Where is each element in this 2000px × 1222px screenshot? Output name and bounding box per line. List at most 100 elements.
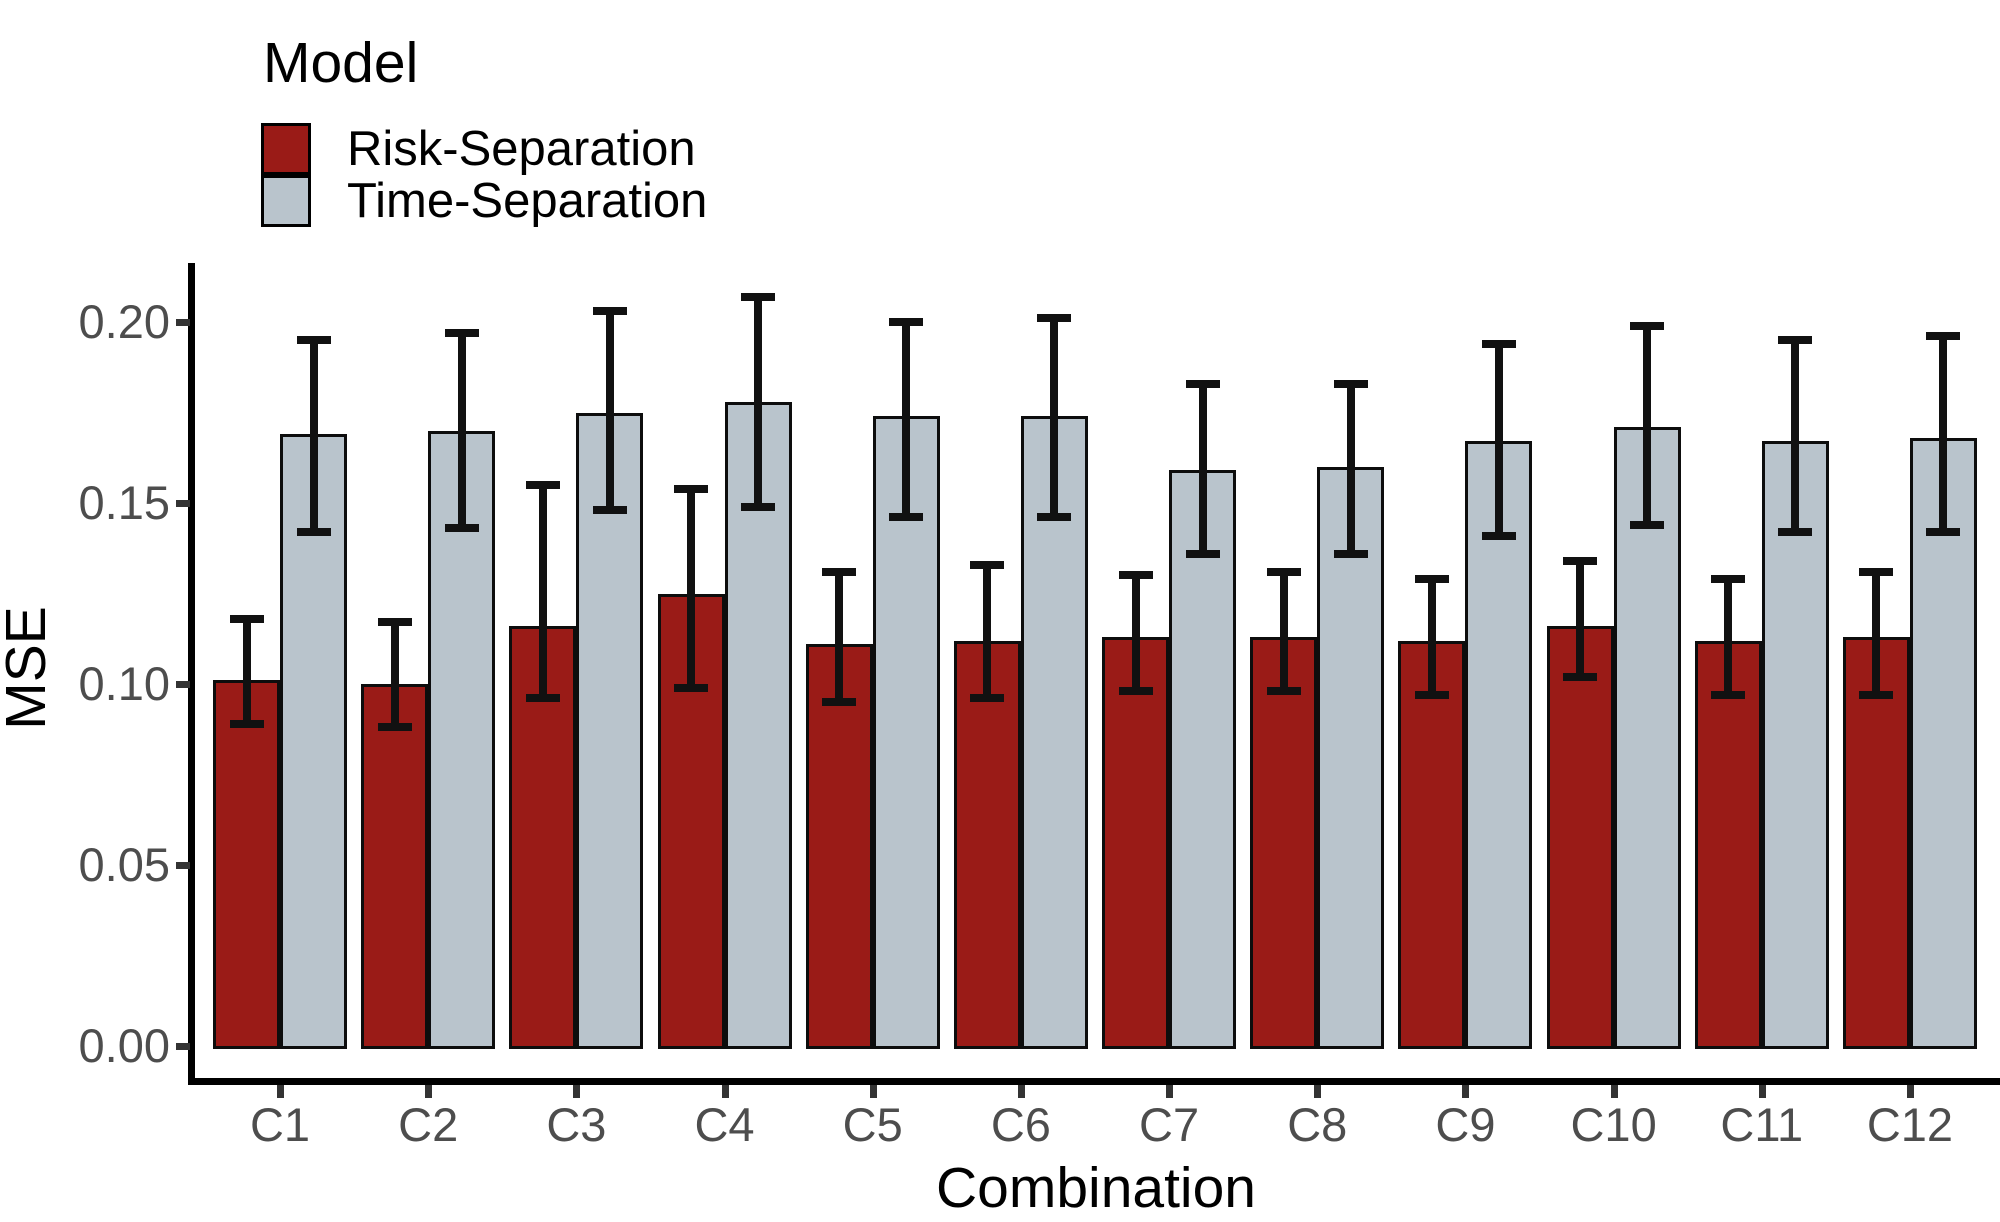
error-bar-cap-lower-risk-separation-c12 [1859,690,1894,699]
bar-risk-separation-c11 [1694,640,1762,1049]
error-bar-cap-upper-risk-separation-c10 [1563,556,1598,565]
error-bar-cap-upper-time-separation-c5 [889,318,924,326]
bar-time-separation-c1 [280,434,347,1049]
bar-risk-separation-c6 [953,640,1021,1049]
bar-risk-separation-c12 [1842,636,1910,1049]
bar-time-separation-c10 [1613,426,1681,1049]
legend-swatch-time-separation [261,175,311,227]
error-bar-cap-upper-risk-separation-c3 [525,480,560,489]
y-tick-label: 0.05 [78,838,170,891]
error-bar-cap-upper-time-separation-c12 [1926,332,1961,341]
x-axis-tick [277,1085,284,1098]
x-tick-label-c6: C6 [990,1098,1051,1151]
x-axis-tick [721,1085,729,1098]
error-bar-cap-upper-risk-separation-c4 [674,484,709,493]
x-tick-label-c10: C10 [1570,1098,1657,1151]
error-bar-stem-time-separation-c2 [457,332,466,529]
y-axis-tick [176,681,190,688]
bar-risk-separation-c10 [1546,626,1614,1049]
error-bar-cap-lower-time-separation-c10 [1630,520,1665,529]
legend-label-risk-separation: Risk-Separation [347,122,696,176]
error-bar-cap-upper-risk-separation-c8 [1266,567,1301,576]
error-bar-cap-upper-risk-separation-c1 [229,614,264,623]
error-bar-cap-lower-risk-separation-c11 [1711,690,1746,699]
bar-time-separation-c7 [1169,470,1237,1049]
x-tick-label-c2: C2 [398,1098,459,1151]
error-bar-cap-lower-risk-separation-c2 [377,723,412,732]
bar-time-separation-c11 [1761,441,1829,1049]
bar-time-separation-c3 [576,412,644,1049]
error-bar-cap-lower-time-separation-c6 [1037,513,1072,522]
y-axis-tick [176,500,190,507]
error-bar-stem-time-separation-c1 [309,340,318,532]
x-axis-tick [1462,1085,1470,1098]
x-axis-tick [1166,1085,1174,1098]
error-bar-stem-risk-separation-c6 [983,564,992,699]
x-tick-label-c8: C8 [1287,1098,1348,1151]
x-tick-label-c5: C5 [842,1098,903,1151]
x-axis-tick [425,1085,433,1098]
error-bar-stem-risk-separation-c4 [687,488,696,688]
bar-risk-separation-c7 [1102,636,1170,1049]
y-tick-label: 0.15 [78,476,170,529]
bar-time-separation-c9 [1465,441,1533,1049]
y-axis-tick [176,319,190,326]
error-bar-cap-upper-risk-separation-c11 [1711,575,1746,584]
error-bar-stem-risk-separation-c2 [390,622,399,728]
error-bar-cap-lower-time-separation-c4 [741,502,776,511]
error-bar-stem-time-separation-c6 [1050,318,1059,518]
legend-label-time-separation: Time-Separation [347,174,708,228]
error-bar-cap-lower-time-separation-c11 [1778,527,1813,536]
error-bar-stem-time-separation-c3 [605,311,614,511]
error-bar-cap-lower-time-separation-c1 [296,527,331,536]
bar-time-separation-c5 [872,416,940,1049]
error-bar-cap-upper-time-separation-c4 [741,292,776,301]
error-bar-cap-lower-time-separation-c12 [1926,527,1961,536]
y-tick-label: 0.20 [78,295,170,348]
x-axis-title: Combination [935,1156,1256,1220]
error-bar-stem-time-separation-c10 [1643,325,1652,525]
y-axis-line [188,263,195,1085]
error-bar-stem-time-separation-c12 [1939,336,1948,532]
error-bar-cap-upper-risk-separation-c7 [1118,571,1153,580]
error-bar-stem-risk-separation-c9 [1427,579,1436,695]
error-bar-stem-time-separation-c7 [1198,383,1207,554]
error-bar-cap-upper-time-separation-c10 [1630,321,1665,330]
y-axis-tick [176,1043,190,1050]
error-bar-cap-upper-time-separation-c11 [1778,336,1813,345]
error-bar-stem-time-separation-c11 [1791,340,1800,532]
bar-risk-separation-c8 [1250,636,1318,1049]
x-tick-label-c3: C3 [546,1098,607,1151]
bar-time-separation-c6 [1020,416,1088,1049]
x-tick-label-c1: C1 [249,1098,311,1151]
error-bar-cap-lower-risk-separation-c3 [525,694,560,703]
bar-risk-separation-c5 [805,644,873,1049]
x-tick-label-c12: C12 [1866,1098,1954,1151]
x-axis-line [188,1078,2000,1085]
error-bar-cap-upper-time-separation-c3 [592,307,627,316]
error-bar-cap-lower-risk-separation-c6 [970,694,1005,703]
error-bar-stem-time-separation-c8 [1346,383,1355,554]
x-tick-label-c9: C9 [1435,1098,1496,1151]
x-tick-label-c7: C7 [1139,1098,1200,1151]
error-bar-cap-lower-risk-separation-c1 [229,719,264,728]
x-axis-tick [869,1085,877,1098]
bar-risk-separation-c1 [213,680,280,1049]
error-bar-cap-upper-time-separation-c1 [296,336,331,345]
legend-title: Model [263,31,419,95]
error-bar-cap-lower-time-separation-c5 [889,513,924,522]
bar-risk-separation-c2 [361,684,429,1049]
error-bar-cap-upper-risk-separation-c9 [1414,575,1449,584]
error-bar-stem-risk-separation-c3 [538,484,547,699]
bar-time-separation-c12 [1909,437,1977,1049]
error-bar-cap-lower-risk-separation-c5 [822,698,857,707]
error-bar-cap-lower-risk-separation-c7 [1118,687,1153,696]
error-bar-cap-lower-risk-separation-c10 [1563,672,1598,681]
legend-swatch-risk-separation [261,123,311,175]
error-bar-stem-risk-separation-c8 [1279,571,1288,692]
error-bar-cap-upper-time-separation-c9 [1481,339,1516,348]
error-bar-cap-upper-risk-separation-c2 [377,618,412,627]
error-bar-cap-lower-time-separation-c2 [444,524,479,533]
error-bar-stem-time-separation-c4 [754,296,763,507]
